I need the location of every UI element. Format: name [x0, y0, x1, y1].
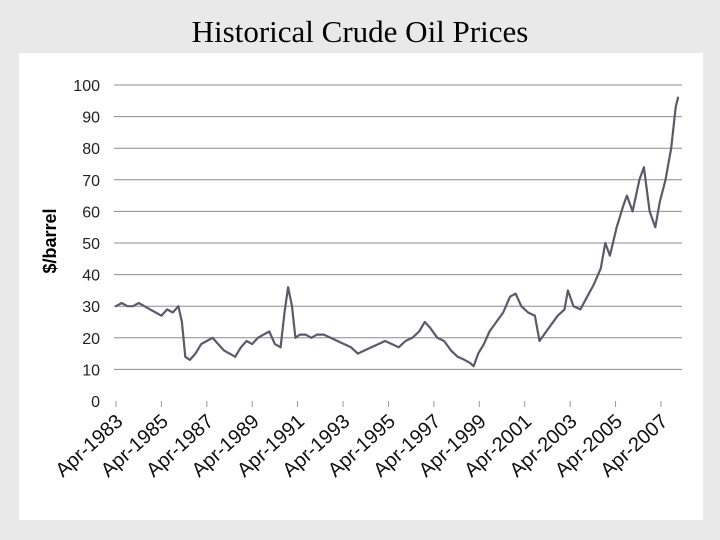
gridlines	[114, 84, 682, 370]
y-tick-label: 90	[82, 110, 100, 127]
page-title: Historical Crude Oil Prices	[191, 14, 529, 49]
y-tick-label: 10	[82, 362, 100, 379]
y-tick-label: 80	[82, 141, 100, 158]
chart-panel: 0 10 20 30 40 50 60 70 80 90 100 Apr-1983 Apr-1985 A…	[19, 53, 703, 520]
series-layer	[114, 96, 680, 368]
x-axis-ticks: Apr-1983Apr-1985Apr-1987Apr-1989Apr-1991…	[51, 401, 672, 482]
y-tick-label: 20	[82, 331, 100, 348]
y-tick-label: 70	[82, 173, 100, 190]
y-tick-label: 40	[82, 268, 100, 285]
series-line-0	[114, 96, 680, 368]
y-tick-label: 50	[82, 236, 100, 253]
y-tick-label: 100	[73, 78, 100, 95]
y-axis-label: $/barrel	[40, 208, 60, 273]
y-tick-label: 0	[91, 394, 100, 411]
y-tick-label: 30	[82, 299, 100, 316]
y-axis-ticks: 0 10 20 30 40 50 60 70 80 90 100	[73, 78, 100, 411]
oil-price-chart: 0 10 20 30 40 50 60 70 80 90 100 Apr-1983Apr-1985A…	[40, 78, 682, 482]
y-tick-label: 60	[82, 204, 100, 221]
